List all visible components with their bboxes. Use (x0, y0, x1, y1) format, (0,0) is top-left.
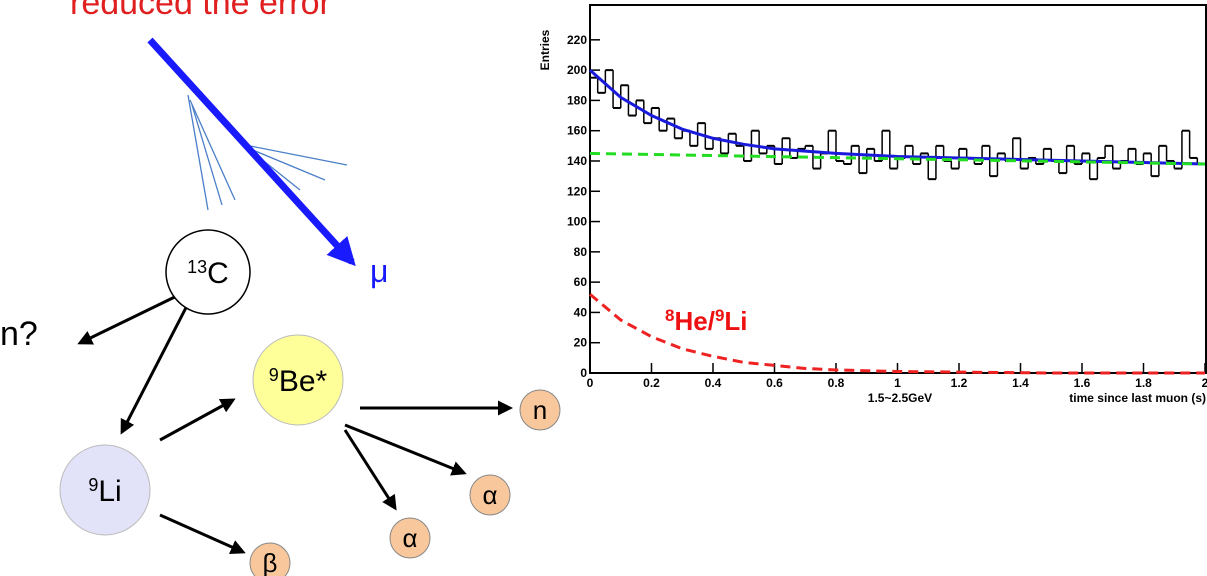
node (389, 517, 431, 559)
y-tick-label: 160 (567, 124, 587, 138)
annotation-sup: 8 (665, 306, 674, 325)
annotation-text: Li (724, 306, 747, 336)
fit-line (589, 151, 1206, 166)
slide-title: reduced the error (70, 0, 331, 22)
node-sup: 13 (187, 257, 207, 277)
x-tick-label: 1.2 (951, 376, 968, 390)
x-tick-label: 0.8 (828, 376, 845, 390)
node-text: C (207, 257, 229, 290)
annotation-text: He/ (674, 306, 714, 336)
node-label: α (482, 480, 497, 510)
x-tick-label: 2 (1202, 376, 1207, 390)
node (165, 229, 251, 315)
node (252, 334, 344, 426)
annotation: 8He/9Li (665, 306, 748, 336)
y-tick-label: 180 (567, 93, 587, 107)
annotation-sup: 9 (715, 306, 724, 325)
arrows (77, 290, 513, 554)
y-tick-label: 20 (574, 336, 588, 350)
y-tick-label: 140 (567, 154, 587, 168)
x-tick-label: 0 (587, 376, 594, 390)
y-tick-label: 220 (567, 33, 587, 47)
node (59, 444, 151, 536)
x-tick-label: 0.4 (705, 376, 722, 390)
y-tick-label: 200 (567, 63, 587, 77)
y-tick-label: 100 (567, 215, 587, 229)
node-text: Be* (279, 365, 328, 398)
muon-track (147, 37, 356, 267)
neutron-guess: n? (0, 315, 38, 353)
fit-line (589, 68, 1206, 166)
y-tick-label: 80 (574, 245, 588, 259)
x-axis-label: time since last muon (s) (1069, 391, 1206, 405)
node-label: n (533, 395, 547, 425)
x-tick-label: 1 (894, 376, 901, 390)
node-sup: 9 (88, 475, 98, 495)
y-tick-label: 40 (574, 305, 588, 319)
y-tick-label: 0 (580, 366, 587, 380)
node (469, 474, 511, 516)
plot-frame (589, 4, 1207, 374)
x-tick-label: 1.8 (1135, 376, 1152, 390)
chart: Entries time since last muon (s) 1.5~2.5… (538, 4, 1207, 405)
node (249, 542, 291, 576)
node-sup: 9 (269, 365, 279, 385)
node-label: 13C (187, 257, 229, 290)
node-label: 9Li (88, 475, 121, 508)
fit-line (589, 293, 1205, 375)
node-label: β (263, 548, 278, 576)
node-label: 9Be* (269, 365, 328, 398)
node-text: Li (98, 475, 121, 508)
node (519, 389, 561, 431)
muon-label: μ (370, 253, 388, 289)
energy-label: 1.5~2.5GeV (868, 391, 932, 405)
x-tick-label: 0.2 (643, 376, 660, 390)
x-tick-label: 1.4 (1012, 376, 1029, 390)
y-tick-label: 60 (574, 275, 588, 289)
y-tick-label: 120 (567, 184, 587, 198)
x-tick-label: 0.6 (766, 376, 783, 390)
node-label: α (402, 523, 417, 553)
x-tick-label: 1.6 (1074, 376, 1091, 390)
y-axis-label: Entries (538, 29, 552, 70)
